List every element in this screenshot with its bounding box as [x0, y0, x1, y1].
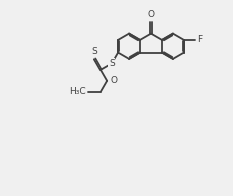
Text: H₃C: H₃C — [69, 87, 86, 96]
Text: O: O — [147, 10, 154, 19]
Text: O: O — [110, 76, 117, 85]
Text: S: S — [109, 59, 115, 68]
Text: F: F — [198, 35, 203, 44]
Text: S: S — [92, 47, 97, 56]
